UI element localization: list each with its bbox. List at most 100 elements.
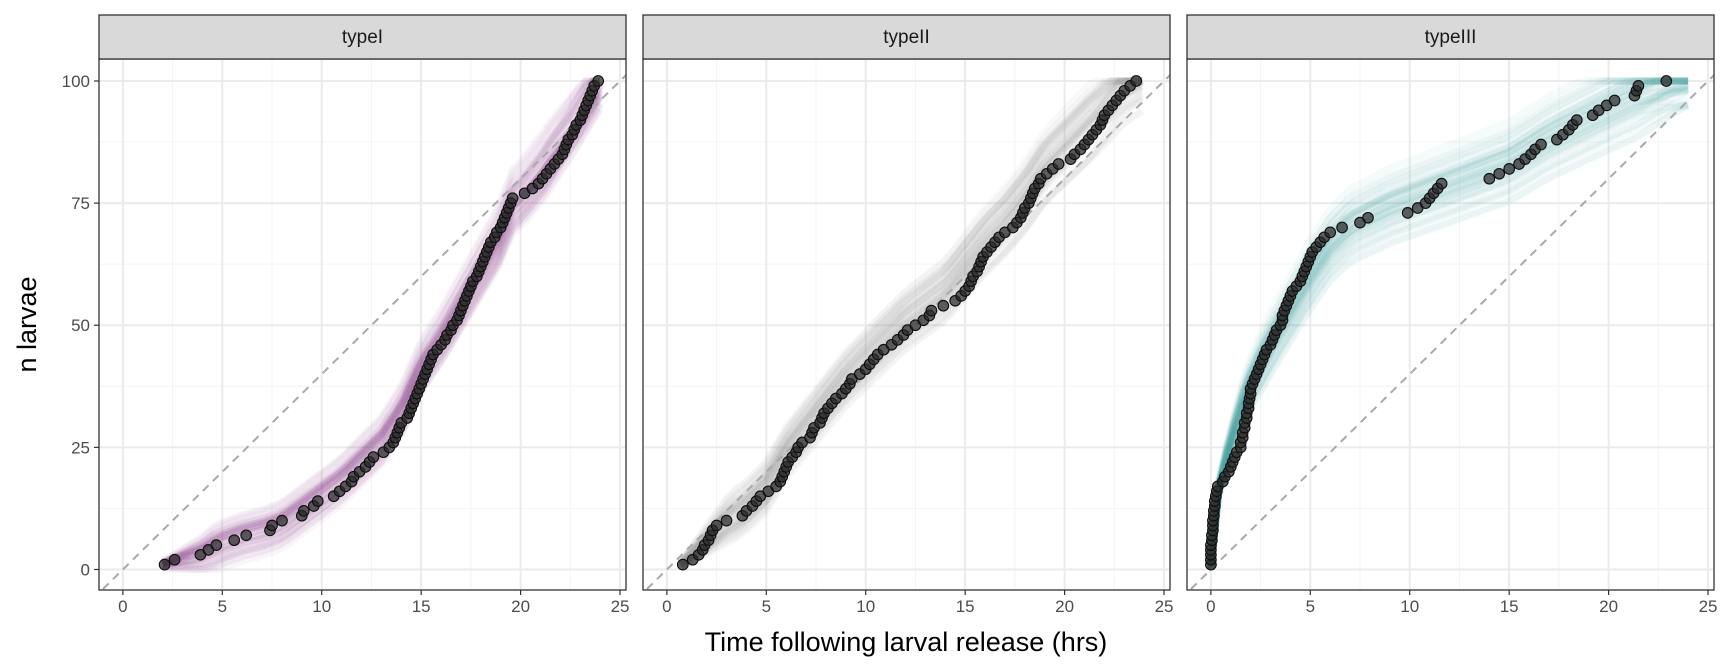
data-point [228,534,241,547]
data-point [1608,94,1621,107]
simulation-trajectory [678,83,1144,567]
data-point [276,514,288,527]
simulation-trajectory [1207,100,1690,570]
y-axis-title: n larvae [12,276,42,372]
simulation-trajectory [678,77,1143,565]
facet-label: typeIII [1425,27,1477,48]
panel-typeII: typeII 0 5 10 15 20 25 [642,14,1174,616]
simulation-trajectory [678,77,1143,567]
reference-line [1190,74,1714,590]
simulation-trajectory [161,78,603,566]
simulation-trajectory [1207,85,1690,570]
simulation-trajectory [1207,102,1690,570]
y-tick-label: 75 [71,194,90,213]
x-tick-label: 15 [956,597,975,616]
simulation-trajectory [1207,86,1689,570]
simulation-trajectory [678,77,1143,567]
simulation-trajectory [162,92,604,572]
simulation-trajectory [678,77,1144,566]
simulation-trajectory [1207,103,1689,569]
simulation-trajectory [161,77,601,567]
simulation-trajectory [162,79,604,573]
simulation-trajectory [161,83,604,567]
data-point [1401,207,1414,219]
simulation-trajectory [679,77,1144,571]
simulation-trajectory [678,108,1145,569]
data-point [592,75,605,87]
facet-label: typeII [883,27,929,48]
facet-strip [642,14,1171,60]
simulation-trajectory [1207,77,1689,569]
data-point [1336,221,1348,234]
simulation-trajectory [1207,101,1689,570]
x-tick-label: 0 [118,597,127,616]
panel-typeI: typeI 0 5 10 15 20 25 0 25 50 75 100 [62,14,630,616]
reference-line [102,74,626,590]
data-point [1324,226,1337,239]
x-tick-label: 20 [1599,597,1618,616]
data-point [1362,211,1374,224]
data-point [1632,80,1645,92]
x-tick-label: 20 [511,597,530,616]
data-point [1503,163,1516,175]
simulation-trajectory [678,77,1143,565]
x-tick-label: 25 [611,597,630,616]
y-tick-label: 25 [71,438,90,457]
data-point [1483,172,1496,185]
x-tick-label: 0 [662,597,671,616]
data-point [158,558,171,571]
data-point [297,505,310,517]
simulation-trajectory [1207,81,1690,570]
simulation-trajectory [1207,77,1690,570]
simulation-trajectory [1207,87,1689,570]
data-point [937,299,950,312]
x-tick-label: 20 [1055,597,1074,616]
data-point [311,495,324,507]
data-point [210,539,223,551]
data-point [1570,114,1583,126]
y-tick-label: 100 [62,72,90,91]
data-point [676,558,689,571]
data-point [1130,75,1143,87]
simulation-trajectory [678,77,1143,566]
simulation-trajectory [678,86,1144,565]
simulation-trajectory [1207,86,1690,570]
data-point [240,529,253,542]
data-point [1660,75,1673,87]
simulation-trajectory [678,77,1143,566]
simulation-trajectory [161,88,603,566]
facet-label: typeI [342,27,383,48]
data-point [506,192,519,205]
data-point [1052,158,1065,170]
x-tick-label: 15 [412,597,431,616]
simulation-trajectory [160,77,601,565]
data-point [720,514,733,527]
simulation-trajectory [1207,77,1689,568]
simulation-trajectory [678,77,1143,565]
simulation-trajectory [1207,81,1690,570]
simulation-trajectory [1207,102,1690,570]
simulation-trajectory [162,102,604,570]
simulation-trajectory [1207,77,1689,568]
simulation-trajectory [678,77,1143,566]
simulation-trajectory [678,82,1144,567]
x-tick-label: 25 [1699,597,1718,616]
data-point [1435,177,1448,190]
observed-points [676,75,1143,571]
facet-strip [98,14,627,60]
y-tick-label: 50 [71,316,90,335]
simulation-trajectory [1207,80,1690,570]
simulation-trajectory [679,96,1145,571]
x-tick-label: 0 [1206,597,1215,616]
simulation-trajectory [1207,94,1690,570]
simulation-trajectory [679,92,1145,572]
data-point [1493,167,1506,180]
data-point [1535,138,1547,151]
x-tick-label: 5 [762,597,771,616]
simulation-trajectory [161,85,604,567]
simulation-trajectory [162,83,604,573]
x-tick-label: 25 [1155,597,1174,616]
simulation-trajectory [161,86,604,567]
